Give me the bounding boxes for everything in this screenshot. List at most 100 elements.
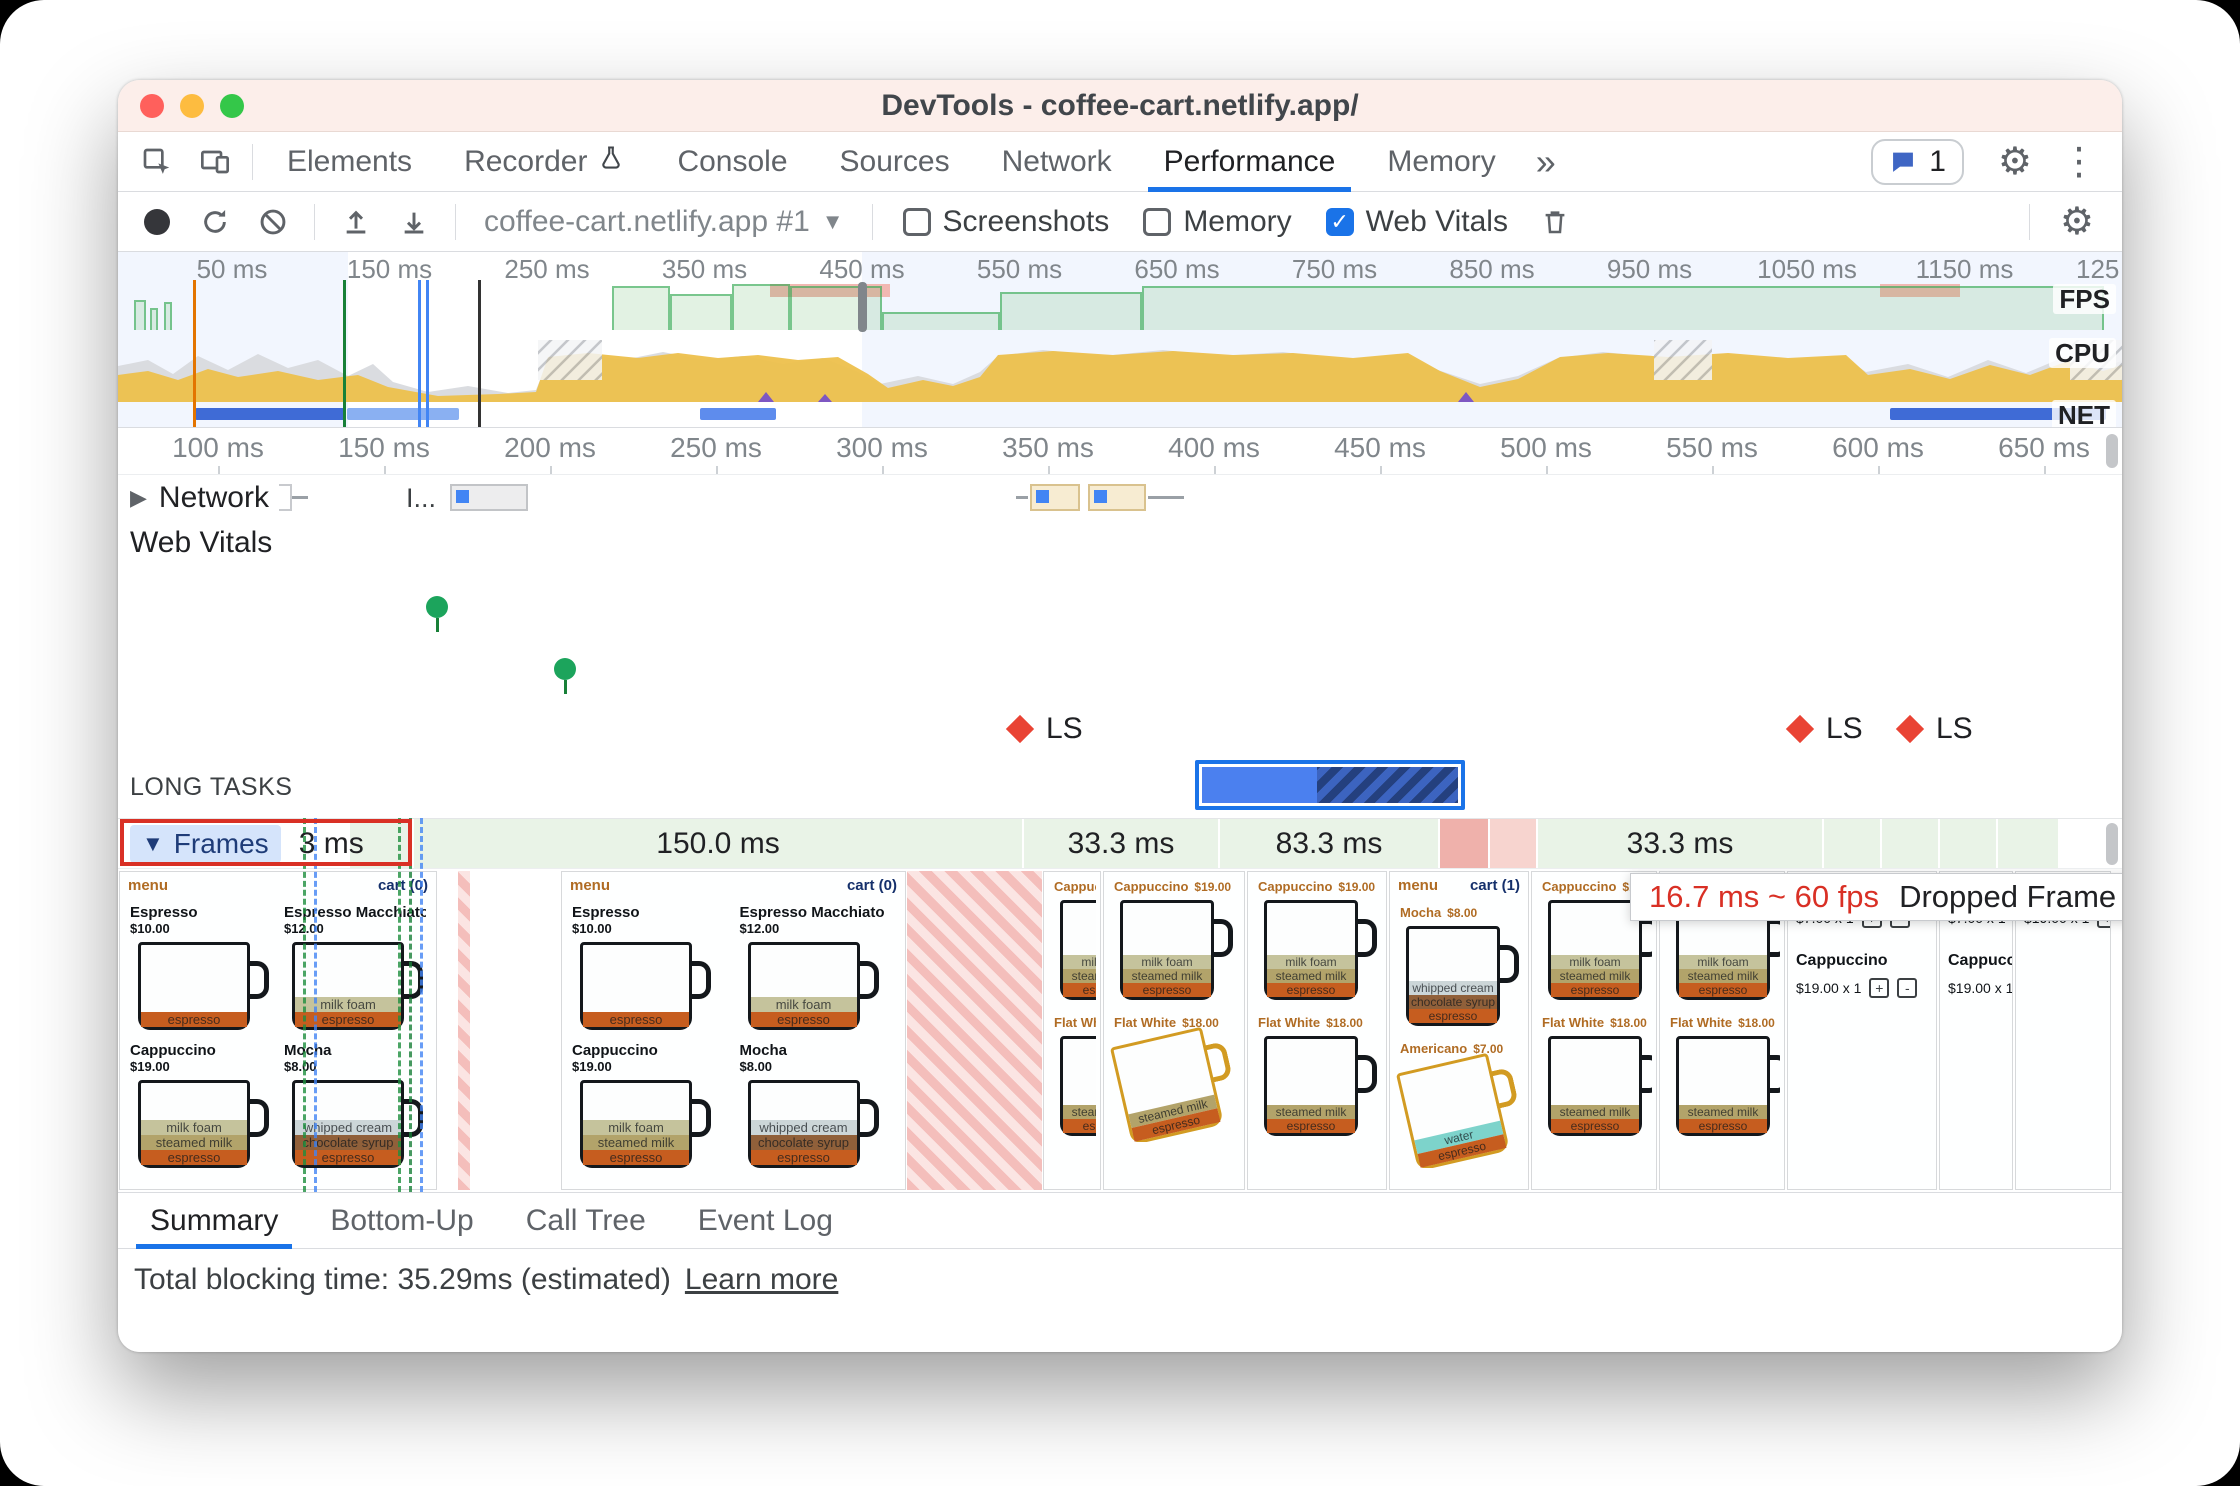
vertical-scrollbar-thumb[interactable]	[2106, 434, 2118, 468]
ruler-tick-label: 400 ms	[1168, 432, 1260, 463]
checkbox-screenshots[interactable]: Screenshots	[889, 205, 1124, 239]
more-tabs-button[interactable]: »	[1535, 140, 1556, 182]
vitals-marker-dot[interactable]	[426, 596, 448, 618]
frames-track-header[interactable]: ▼ Frames 3 ms	[118, 819, 412, 868]
vitals-marker-dot[interactable]	[554, 658, 576, 680]
flask-icon	[597, 144, 625, 180]
tab-console[interactable]: Console	[651, 132, 813, 192]
bottom-tab-bottom-up[interactable]: Bottom-Up	[304, 1193, 499, 1249]
tab-performance[interactable]: Performance	[1138, 132, 1362, 192]
reload-and-record-button[interactable]	[190, 198, 240, 246]
frame-cell[interactable]: 33.3 ms	[1536, 819, 1822, 868]
marker-line-orange	[193, 280, 196, 427]
frame-cell[interactable]	[1438, 819, 1488, 868]
long-task-bar[interactable]	[1195, 760, 1465, 810]
cup-layers: milk foam espresso	[295, 997, 401, 1027]
checkbox-label: Memory	[1183, 204, 1292, 238]
tab-elements[interactable]: Elements	[261, 132, 438, 192]
clear-button[interactable]	[248, 198, 298, 246]
network-request[interactable]	[1030, 484, 1080, 511]
issues-counter[interactable]: 1	[1871, 138, 1964, 185]
screenshot-thumbnail[interactable]: menu cart (1) Mocha $8.00 whipped cream choco…	[1389, 871, 1529, 1190]
minus-button[interactable]: -	[1897, 978, 1918, 998]
product-name: Mocha	[1400, 905, 1442, 920]
learn-more-link[interactable]: Learn more	[684, 1262, 839, 1296]
cup-layer-espresso: espresso	[1267, 1119, 1355, 1133]
tab-recorder[interactable]: Recorder	[438, 132, 651, 192]
layout-shift-marker[interactable]: LS	[1785, 712, 1863, 746]
screenshot-thumbnail[interactable]: menu cart (0) Espresso $10.00 espresso Espres…	[119, 871, 437, 1190]
screenshot-thumbnail[interactable]: Americano$7.00 x 1+-Cappuccino$19.00 x 1…	[1939, 871, 2013, 1190]
ruler-tick-mark	[882, 466, 884, 474]
bottom-tab-summary[interactable]: Summary	[124, 1193, 304, 1249]
tab-network[interactable]: Network	[976, 132, 1138, 192]
minimize-button[interactable]	[180, 94, 204, 118]
overview-drag-handle[interactable]	[858, 282, 867, 332]
cup-layer-whipped-cream: whipped cream	[750, 1120, 857, 1135]
bottom-tab-call-tree[interactable]: Call Tree	[500, 1193, 672, 1249]
cup-layer-label: chocolate syrup	[757, 1135, 850, 1150]
frame-cell[interactable]	[1488, 819, 1536, 868]
bottom-tab-event-log[interactable]: Event Log	[672, 1193, 859, 1249]
timeline-overview[interactable]: 50 ms 150 ms 250 ms 350 ms 450 ms 550 ms 650 m…	[118, 252, 2122, 428]
fps-bar	[732, 284, 790, 330]
vertical-scrollbar-thumb[interactable]	[2106, 823, 2118, 865]
frame-cell[interactable]: 83.3 ms	[1218, 819, 1438, 868]
frame-cell[interactable]: 33.3 ms	[1022, 819, 1218, 868]
record-button[interactable]	[132, 198, 182, 246]
cup-layer-milk-foam: milk foam	[583, 1120, 689, 1135]
layout-shift-marker[interactable]: LS	[1895, 712, 1973, 746]
frame-cell[interactable]	[1880, 819, 1938, 868]
inspect-element-button[interactable]	[128, 136, 186, 188]
frames-track-chip[interactable]: ▼ Frames	[130, 824, 281, 863]
network-request[interactable]	[1088, 484, 1146, 511]
main-menu-button[interactable]: ⋮	[2046, 143, 2112, 181]
fps-bar	[134, 300, 146, 330]
frame-cell[interactable]	[1822, 819, 1880, 868]
cup-layer-milk-foam: milk foam	[1063, 955, 1096, 969]
checkbox-memory[interactable]: Memory	[1129, 205, 1305, 239]
frame-cell[interactable]: 150.0 ms	[412, 819, 1022, 868]
screenshot-thumbnail[interactable]: menu cart (0) Espresso $10.00 espresso Espres…	[561, 871, 906, 1190]
cup-layer-espresso: espresso	[1409, 1009, 1497, 1023]
fps-chart	[118, 282, 2122, 330]
tab-memory[interactable]: Memory	[1361, 132, 1521, 192]
close-button[interactable]	[140, 94, 164, 118]
frame-cell[interactable]	[1938, 819, 1996, 868]
frame-cell[interactable]	[1996, 819, 2058, 868]
plus-button[interactable]: +	[1869, 978, 1890, 998]
load-profile-button[interactable]	[331, 198, 381, 246]
zoom-button[interactable]	[220, 94, 244, 118]
network-track-header[interactable]: ▶ Network	[118, 481, 279, 515]
network-request[interactable]	[450, 484, 528, 511]
device-toolbar-button[interactable]	[186, 136, 244, 188]
cup-layer-label: espresso	[1570, 983, 1620, 997]
capture-settings-button[interactable]: ⚙	[2046, 203, 2108, 241]
tab-sources[interactable]: Sources	[814, 132, 976, 192]
cup-layer-label: steamed milk	[1559, 969, 1631, 983]
cart-item-price: $19.00 x 1	[1796, 980, 1862, 996]
ruler-tick-label: 250 ms	[670, 432, 762, 463]
site-menu-label: menu	[570, 876, 611, 894]
delete-recording-button[interactable]	[1530, 198, 1580, 246]
fps-bar	[790, 286, 882, 330]
filmstrip-gap	[438, 869, 458, 1192]
cup-layer-steamed-milk: steamed milk	[141, 1135, 247, 1150]
settings-button[interactable]: ⚙	[1984, 143, 2046, 181]
history-selector[interactable]: coffee-cart.netlify.app #1 ▼	[472, 205, 856, 239]
checkbox-web-vitals[interactable]: Web Vitals	[1312, 205, 1522, 239]
product-name: Mocha	[739, 1042, 788, 1059]
cup-layer-label: milk foam	[1285, 955, 1337, 969]
save-profile-button[interactable]	[389, 198, 439, 246]
cup-layer-milk-foam: milk foam	[295, 997, 401, 1012]
layout-shift-marker[interactable]: LS	[1005, 712, 1083, 746]
web-vitals-track-header[interactable]: Web Vitals	[118, 522, 2122, 568]
